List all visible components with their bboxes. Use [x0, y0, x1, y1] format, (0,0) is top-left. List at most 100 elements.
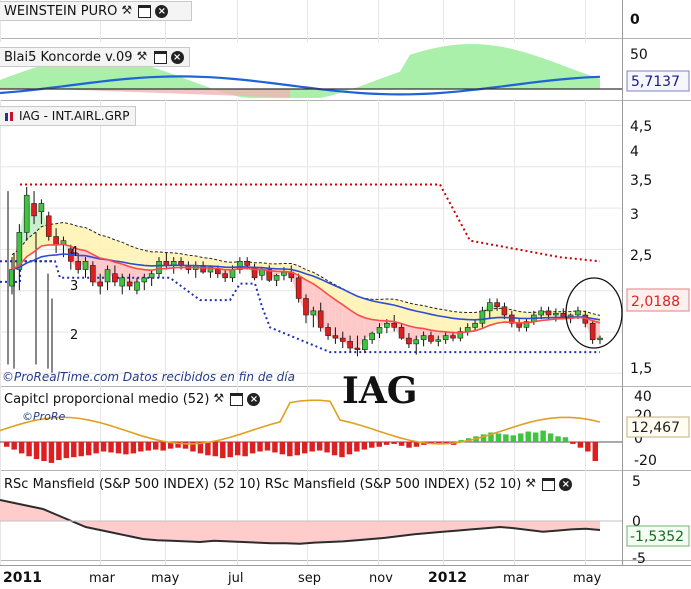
capital-bar — [547, 433, 554, 442]
capital-axis-label: 40 — [634, 389, 652, 405]
wrench-icon[interactable] — [137, 50, 150, 64]
wrench-icon[interactable] — [213, 392, 226, 406]
candle — [589, 322, 596, 341]
weinstein-axis-label: 0 — [630, 12, 640, 28]
price-axis-label: 3 — [630, 207, 639, 223]
capital-bar — [63, 442, 70, 459]
candle — [391, 322, 398, 328]
koncorde-last-value-box — [626, 70, 690, 92]
wrench-icon[interactable] — [121, 4, 134, 18]
koncorde-blue-line — [0, 75, 601, 96]
capital-bar — [383, 442, 390, 445]
price-last-value-box — [626, 288, 690, 312]
price-axis-label: 4 — [630, 144, 639, 160]
candle — [148, 273, 155, 279]
candle — [317, 310, 324, 328]
capital-panel-header: Capitcl proporcional medio (52) × — [0, 389, 265, 409]
candlestick-icon — [4, 111, 15, 122]
highlight-circle — [565, 277, 623, 349]
price-ma-fill — [350, 310, 358, 350]
close-icon[interactable]: × — [155, 4, 169, 18]
capital-line — [0, 399, 601, 445]
window-icon[interactable] — [153, 50, 167, 64]
candle — [347, 341, 353, 349]
candle — [23, 194, 30, 233]
window-icon[interactable] — [138, 4, 152, 18]
capital-bar — [287, 442, 293, 457]
mansfield-axis-label: -5 — [632, 551, 646, 567]
candle — [523, 321, 530, 328]
capital-bar — [100, 442, 107, 452]
x-axis-label: 2011 — [3, 570, 42, 585]
candle — [545, 310, 552, 316]
capital-bar — [93, 442, 99, 454]
capital-bar — [480, 434, 487, 442]
candle — [538, 310, 545, 316]
candle — [134, 281, 140, 291]
capital-bar — [78, 442, 84, 457]
candle — [281, 271, 287, 276]
capital-bar — [585, 442, 591, 452]
capital-title: Capitcl proporcional medio (52) — [4, 391, 210, 407]
capital-bar — [510, 435, 517, 442]
capital-bar — [339, 442, 345, 458]
capital-bar — [41, 442, 47, 461]
window-icon[interactable] — [230, 392, 244, 406]
price-inner-label: 2 — [70, 328, 78, 343]
koncorde-title: Blai5 Koncorde v.09 — [4, 49, 133, 65]
capital-bar — [302, 442, 308, 454]
candle — [45, 215, 52, 237]
capital-bar — [503, 434, 509, 442]
resistance-dotted-line — [20, 183, 601, 263]
candle — [82, 260, 89, 270]
capital-bar — [324, 442, 330, 453]
close-icon[interactable]: × — [170, 50, 184, 64]
candle — [266, 269, 273, 281]
capital-bar — [48, 442, 55, 463]
close-icon[interactable]: × — [559, 477, 573, 491]
capital-bar — [18, 442, 25, 454]
capital-bar — [115, 442, 122, 454]
window-icon[interactable] — [542, 477, 556, 491]
candle — [141, 277, 148, 283]
price-ma-fill — [416, 327, 424, 340]
weinstein-panel-header: WEINSTEIN PURO × — [0, 1, 192, 21]
capital-bar — [361, 442, 368, 450]
x-axis-label: mar — [503, 571, 530, 585]
price-title: IAG - INT.AIRL.GRP — [19, 109, 130, 123]
price-axis-label: 3,5 — [630, 173, 652, 189]
x-axis-label: nov — [369, 571, 393, 585]
close-icon[interactable]: × — [247, 392, 261, 406]
capital-bar — [272, 442, 278, 453]
price-inner-label: 3 — [70, 279, 78, 294]
price-ma-fill — [129, 266, 137, 287]
x-axis-label: may — [151, 571, 180, 585]
upper-dashed-line — [11, 221, 601, 316]
candle — [450, 335, 456, 339]
resistance-band-fill — [12, 222, 600, 333]
capital-watermark: ©ProRe — [22, 410, 66, 423]
candle — [479, 310, 486, 324]
candle — [119, 277, 126, 287]
capital-bar — [354, 442, 360, 452]
capital-bar — [562, 437, 569, 442]
capital-bar — [197, 442, 204, 454]
ma-red-line — [11, 243, 601, 334]
wrench-icon[interactable] — [525, 477, 538, 491]
candle — [354, 347, 361, 350]
capital-bar — [175, 442, 181, 448]
capital-bar — [190, 442, 196, 452]
capital-bar — [138, 442, 144, 452]
candle — [104, 269, 111, 283]
price-axis-label: 1,5 — [630, 361, 652, 377]
candle — [237, 260, 243, 270]
capital-bar — [436, 442, 442, 443]
candle — [273, 275, 280, 281]
candle — [575, 310, 581, 316]
koncorde-green-area — [0, 44, 600, 98]
price-ma-fill — [335, 299, 343, 342]
capital-bar — [555, 436, 561, 442]
capital-bar — [71, 442, 77, 458]
